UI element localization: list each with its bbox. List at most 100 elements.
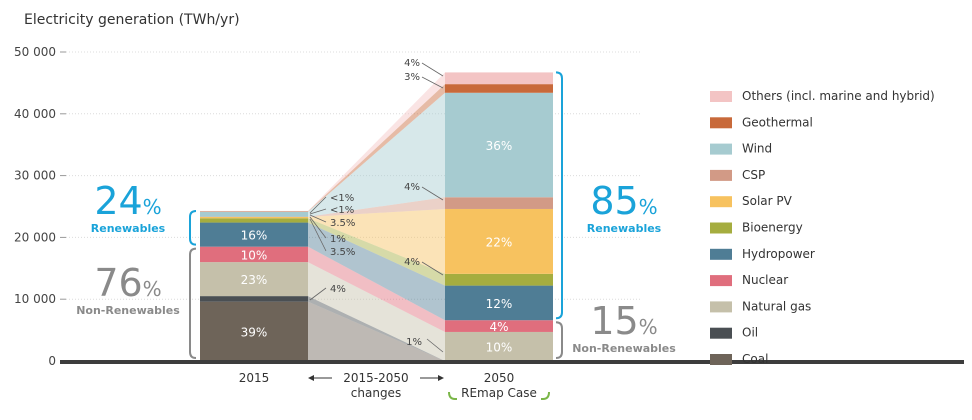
callout-label: 4% [404,257,420,268]
callout-leader [309,287,327,301]
callout-label: 4% [404,182,420,193]
bar-2050-wind [445,92,553,198]
callout-label: 1% [406,337,422,348]
bar-2015-bioenergy [200,218,308,223]
callout-label: 3.5% [330,218,355,229]
callout-label: 4% [330,284,346,295]
renewables-2050-symbol: % [639,195,658,219]
callouts: <1%<1% 3.5% 1% 3.5% 4% 4% 3% 4% 4% 1% [309,58,444,353]
segment-label: 10% [241,248,268,262]
segment-label: 23% [241,273,268,287]
y-tick-label: 30 000 [14,169,56,183]
renewables-2015-value: 24 [94,179,142,223]
legend-label-oil: Oil [742,326,758,340]
arrow-right-head [438,375,444,381]
callout-leader [421,186,444,201]
flow-coal [308,301,445,361]
changes-label-2: changes [351,386,401,400]
callout-label: <1% [330,193,354,204]
flow-csp [308,197,445,218]
callout-leader [426,338,444,353]
legend-swatch-geothermal [710,117,732,129]
nonrenewables-2015-label: Non-Renewables [76,304,180,317]
bar-2050-others-incl-marine-and-hybrid [445,72,553,85]
y-tick-label: 0 [48,354,56,368]
flow-solar-pv [308,208,445,274]
legend-label-nuclear: Nuclear [742,273,788,287]
legend-swatch-solar-pv [710,196,732,208]
callout-leader [309,208,327,215]
flow-oil [308,296,445,361]
legend-label-natural-gas: Natural gas [742,299,811,313]
bar-2050-hydropower [445,285,553,321]
segment-label: 16% [241,229,268,243]
flow-natural-gas [308,262,445,361]
segment-labels: 39% 23% 10% 16% 10% 4% 12% 22% 36% [241,139,513,354]
callout-label: 3% [404,72,420,83]
remap-case-label: REmap Case [461,386,537,400]
callout-leader [309,216,327,239]
bracket [189,209,197,246]
bar-2015-natural-gas [200,262,308,297]
arrow-left-head [308,375,314,381]
segment-label: 10% [486,340,513,354]
flow-bioenergy [308,218,445,286]
bar-2050-nuclear [445,320,553,332]
bracket [189,247,197,359]
legend-label-coal: Coal [742,352,768,366]
legend-label-bioenergy: Bioenergy [742,221,803,235]
segment-label: 36% [486,139,513,153]
legend-label-solar-pv: Solar PV [742,194,793,208]
bar-2015-nuclear [200,246,308,263]
callout-leader [421,62,444,77]
segment-label: 12% [486,297,513,311]
segment-label: 22% [486,235,513,249]
nonrenewables-2050-value: 15 [590,299,638,343]
callout-label: 4% [404,58,420,69]
renewables-2050-label: Renewables [587,222,662,235]
callout-leader [309,218,327,252]
callout-label: 1% [330,234,346,245]
callout-leader [421,76,444,89]
flow-geothermal [308,84,445,212]
callout-label: 3.5% [330,247,355,258]
nonrenewables-2050: 15% [590,299,657,343]
x-label-2050: 2050 [484,371,515,385]
legend-swatch-hydropower [710,248,732,260]
legend-label-others-incl-marine-and-hybrid: Others (incl. marine and hybrid) [742,89,935,103]
nonrenewables-2050-label: Non-Renewables [572,342,676,355]
segment-label: 4% [489,320,508,334]
nonrenewables-2015-value: 76 [94,261,142,305]
bar-2015-wind [200,211,308,217]
transition-flows [308,72,445,361]
legend: Others (incl. marine and hybrid) Geotherm… [710,89,935,366]
legend-label-wind: Wind [742,142,772,156]
segment-label: 39% [241,325,268,339]
legend-label-geothermal: Geothermal [742,115,813,129]
x-label-2015: 2015 [239,371,270,385]
renewables-2015: 24% [94,179,161,223]
nonrenewables-2015: 76% [94,261,161,305]
bar-2050-solar-pv [445,208,553,274]
bar-2015-coal [200,301,308,361]
renewables-2050-value: 85 [590,179,638,223]
callout-leader [421,261,444,276]
y-tick-label: 20 000 [14,230,56,244]
flow-wind [308,92,445,217]
flow-nuclear [308,246,445,332]
y-tick-label: 40 000 [14,107,56,121]
legend-swatch-oil [710,327,732,339]
flow-others-incl-marine-and-hybrid [308,72,445,212]
bar-2015-solar-pv [200,217,308,219]
bar-2015-hydropower [200,222,308,247]
stacked-bars [200,72,553,361]
bar-2050-csp [445,197,553,209]
remap-bracket-left [448,391,457,400]
legend-swatch-bioenergy [710,222,732,234]
callout-leader [309,196,327,214]
legend-swatch-csp [710,169,732,181]
callout-label: <1% [330,205,354,216]
legend-swatch-natural-gas [710,301,732,313]
